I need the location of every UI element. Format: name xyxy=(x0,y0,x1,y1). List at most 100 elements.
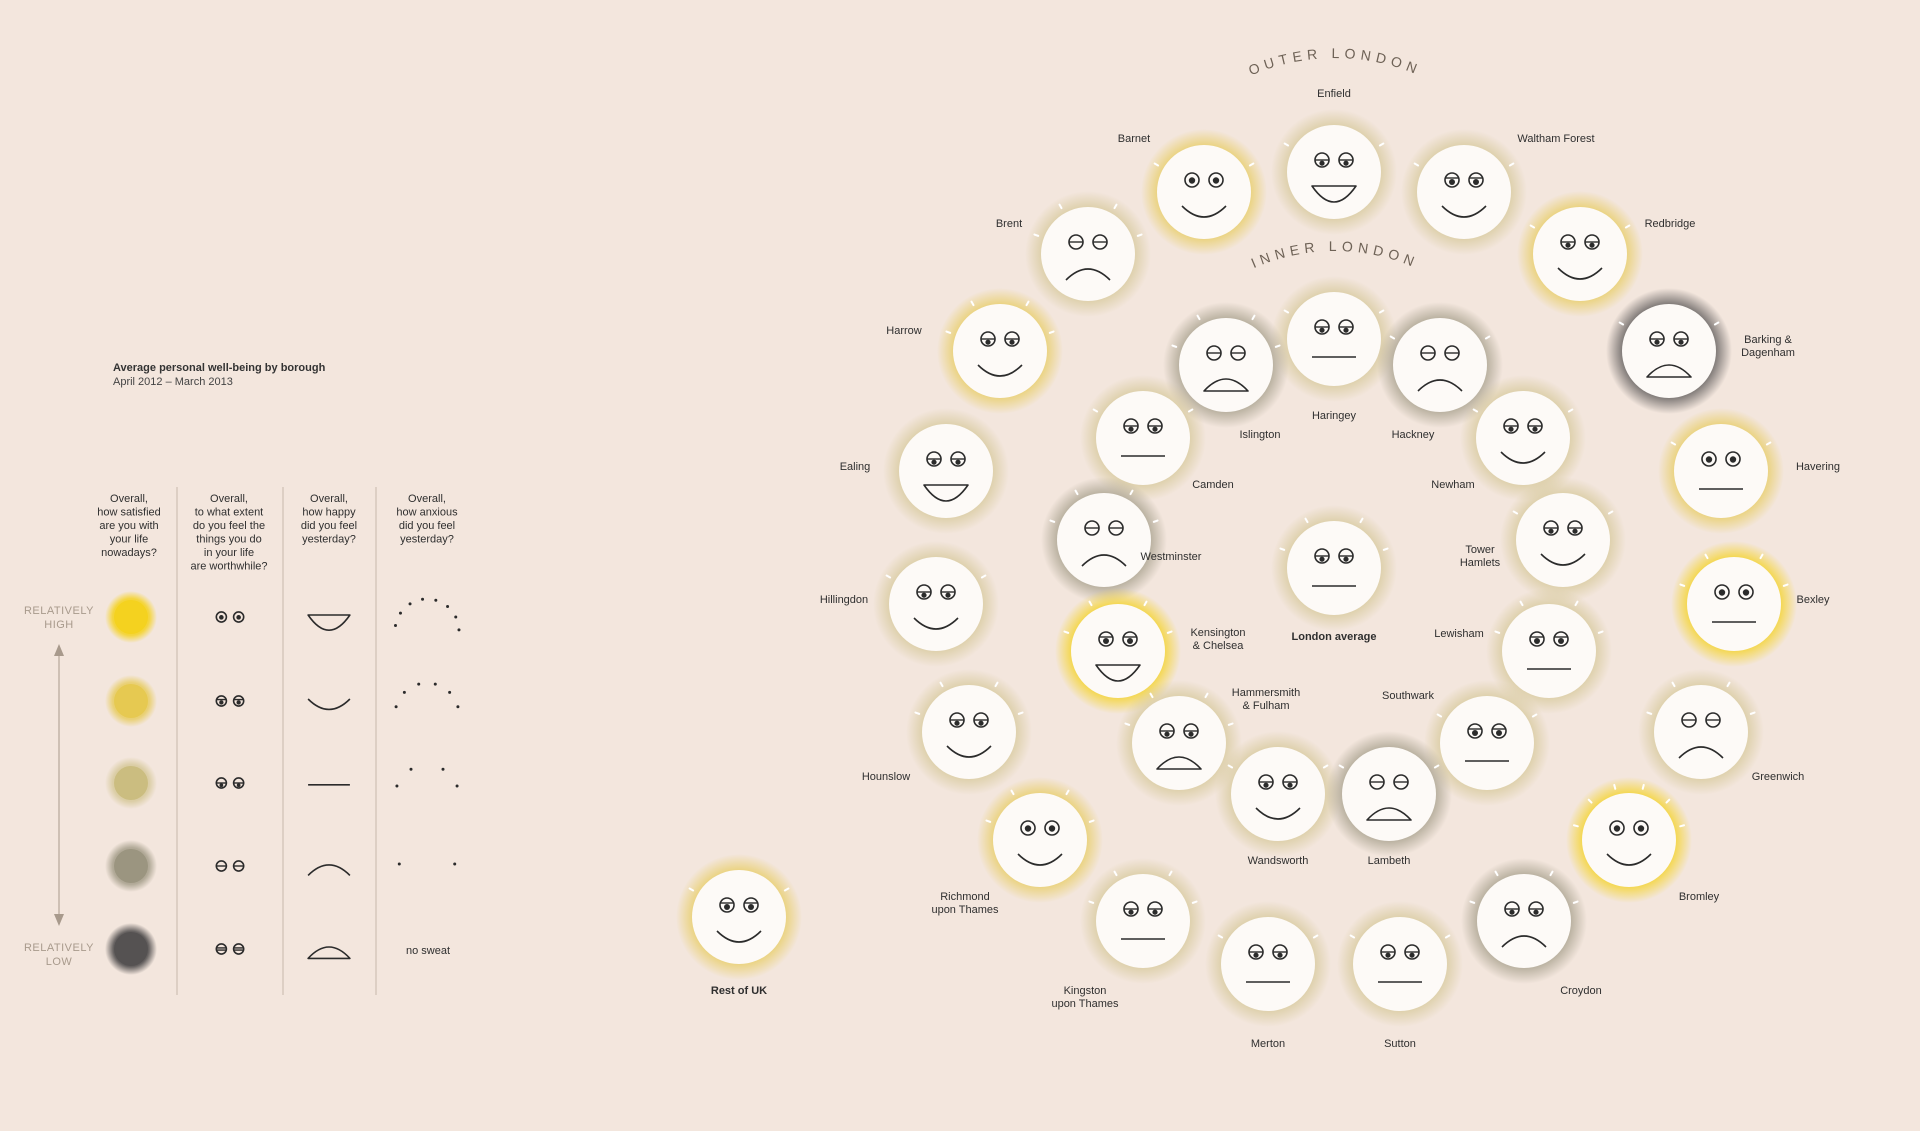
question-line: yesterday? xyxy=(400,534,454,546)
legend-color-dot xyxy=(114,766,148,800)
face-disc xyxy=(1393,318,1487,412)
face-hammersmith-fulham: Hammersmith & Fulham xyxy=(1116,680,1300,806)
face-disc xyxy=(1440,696,1534,790)
legend-level-1 xyxy=(105,591,461,643)
label-ealing: Ealing xyxy=(840,461,871,473)
face-disc xyxy=(1476,391,1570,485)
label-line: Waltham Forest xyxy=(1517,133,1594,145)
face-disc xyxy=(1622,304,1716,398)
label-islington: Islington xyxy=(1240,429,1281,441)
label-line: Redbridge xyxy=(1645,218,1696,230)
face-rest-of-uk: Rest of UK xyxy=(676,854,802,997)
face-disc xyxy=(692,870,786,964)
label-hackney: Hackney xyxy=(1392,429,1435,441)
label-line: upon Thames xyxy=(931,904,999,916)
label-line: & Fulham xyxy=(1242,700,1289,712)
face-disc xyxy=(1096,391,1190,485)
legend-color-dot xyxy=(114,849,148,883)
label-southwark: Southwark xyxy=(1382,690,1434,702)
face-disc xyxy=(899,424,993,518)
face-disc xyxy=(922,685,1016,779)
low-label-line1: RELATIVELY xyxy=(24,942,94,954)
label-line: Enfield xyxy=(1317,88,1351,100)
face-disc xyxy=(1353,917,1447,1011)
outer-london-title: OUTER LONDON xyxy=(1246,45,1424,78)
label-westminster: Westminster xyxy=(1141,551,1202,563)
question-line: are you with xyxy=(99,520,158,532)
legend-level-4 xyxy=(105,840,457,892)
question-line: Overall, xyxy=(210,493,248,505)
face-disc xyxy=(1221,917,1315,1011)
question-line: things you do xyxy=(196,534,261,546)
face-newham: Newham xyxy=(1431,375,1586,501)
face-havering: Havering xyxy=(1658,408,1840,534)
label-line: Hackney xyxy=(1392,429,1435,441)
face-disc xyxy=(1582,793,1676,887)
face-disc xyxy=(1516,493,1610,587)
face-disc xyxy=(1096,874,1190,968)
face-bromley: Bromley xyxy=(1566,777,1720,903)
question-line: your life xyxy=(110,534,149,546)
label-newham: Newham xyxy=(1431,479,1474,491)
legend-eyes xyxy=(215,611,245,623)
face-harrow: Harrow xyxy=(886,288,1063,414)
label-line: & Chelsea xyxy=(1193,640,1245,652)
legend-level-2 xyxy=(105,675,460,727)
label-line: Richmond xyxy=(940,891,990,903)
question-line: how anxious xyxy=(396,507,458,519)
question-line: are worthwhile? xyxy=(190,561,267,573)
face-disc xyxy=(1674,424,1768,518)
question-line: did you feel xyxy=(399,520,455,532)
label-kingston: Kingston upon Thames xyxy=(1051,985,1119,1010)
face-disc xyxy=(1057,493,1151,587)
legend-color-dot xyxy=(114,684,148,718)
high-label-line1: RELATIVELY xyxy=(24,605,94,617)
face-lewisham: Lewisham xyxy=(1434,588,1612,714)
legend-color-dot xyxy=(114,932,148,966)
question-line: do you feel the xyxy=(193,520,265,532)
legend-mouth xyxy=(307,614,351,631)
label-line: Hounslow xyxy=(862,771,910,783)
label-line: Lambeth xyxy=(1368,855,1411,867)
face-hounslow: Hounslow xyxy=(862,669,1032,795)
label-merton: Merton xyxy=(1251,1038,1285,1050)
label-line: Newham xyxy=(1431,479,1474,491)
label-barnet: Barnet xyxy=(1118,133,1150,145)
question-line: Overall, xyxy=(310,493,348,505)
face-disc xyxy=(1502,604,1596,698)
label-line: Camden xyxy=(1192,479,1234,491)
face-disc xyxy=(1041,207,1135,301)
face-tower-hamlets: Tower Hamlets xyxy=(1460,477,1626,603)
face-kensington-chelsea: Kensington & Chelsea xyxy=(1055,588,1246,714)
label-line: Merton xyxy=(1251,1038,1285,1050)
inner-london-title: INNER LONDON xyxy=(1249,238,1422,271)
label-line: Harrow xyxy=(886,325,922,337)
face-disc xyxy=(1533,207,1627,301)
face-wandsworth: Wandsworth xyxy=(1215,731,1341,867)
label-line: Ealing xyxy=(840,461,871,473)
low-label-line2: LOW xyxy=(46,956,73,968)
legend: Average personal well-being by borough A… xyxy=(24,362,461,995)
face-disc xyxy=(1179,318,1273,412)
label-harrow: Harrow xyxy=(886,325,922,337)
face-sutton: Sutton xyxy=(1337,901,1463,1050)
label-line: Hillingdon xyxy=(820,594,868,606)
legend-question-1: Overall, how satisfied are you with your li… xyxy=(97,493,161,559)
label-line: Hamlets xyxy=(1460,557,1501,569)
face-disc xyxy=(1132,696,1226,790)
face-disc xyxy=(1071,604,1165,698)
face-disc xyxy=(1287,292,1381,386)
face-enfield: Enfield xyxy=(1271,88,1397,235)
label-line: Rest of UK xyxy=(711,985,767,997)
legend-sweat xyxy=(393,597,461,632)
label-line: Dagenham xyxy=(1741,347,1795,359)
label-line: London average xyxy=(1292,631,1377,643)
label-bromley: Bromley xyxy=(1679,891,1720,903)
question-line: in your life xyxy=(204,547,254,559)
legend-levels xyxy=(105,591,461,975)
question-line: Overall, xyxy=(408,493,446,505)
label-greenwich: Greenwich xyxy=(1752,771,1805,783)
label-croydon: Croydon xyxy=(1560,985,1602,997)
label-line: Barnet xyxy=(1118,133,1150,145)
face-disc xyxy=(953,304,1047,398)
